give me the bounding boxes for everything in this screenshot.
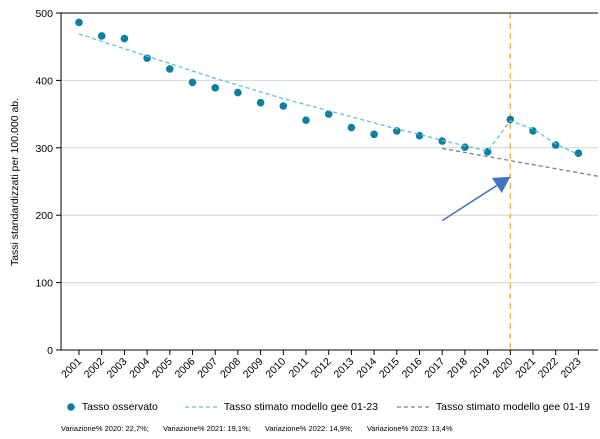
data-point-2010	[279, 102, 288, 110]
data-point-2007	[211, 84, 219, 92]
x-tick-label-2011: 2011	[287, 356, 312, 381]
series	[75, 18, 600, 178]
y-axis-ticks: 0 100 200 300 400 500	[35, 8, 61, 357]
footnote-2021: Variazione% 2021: 19,1%;	[162, 424, 251, 433]
legend-item-observed: Tasso osservato	[65, 398, 158, 416]
data-point-2002	[97, 32, 106, 40]
axes	[60, 12, 598, 351]
data-point-2014	[370, 130, 378, 139]
y-tick-label-300: 300	[35, 143, 53, 155]
arrow-shaft	[441, 184, 498, 222]
data-point-2013	[347, 123, 356, 132]
legend: Tasso osservato Tasso stimato modello ge…	[60, 398, 600, 416]
y-tick-label-100: 100	[35, 278, 53, 290]
data-point-2008	[234, 88, 242, 97]
data-point-2012	[324, 110, 333, 118]
data-point-2005	[166, 65, 174, 73]
legend-label-gee-01-23: Tasso stimato modello gee 01-23	[223, 401, 379, 414]
footnote-2020: Variazione% 2020: 22,7%;	[61, 424, 149, 433]
x-tick-label-2014: 2014	[354, 356, 379, 381]
data-point-2019	[483, 148, 492, 156]
x-tick-label-2003: 2003	[105, 356, 130, 381]
x-tick-label-2013: 2013	[332, 356, 357, 381]
y-axis-label: Tassi standardizzati per 100.000 ab.	[9, 98, 21, 266]
variation-footnote: Variazione% 2020: 22,7%; Variazione% 202…	[61, 424, 465, 433]
x-tick-label-2007: 2007	[195, 356, 220, 381]
x-tick-label-2016: 2016	[400, 356, 425, 381]
x-tick-label-2012: 2012	[309, 356, 334, 381]
x-tick-label-2018: 2018	[445, 356, 470, 381]
legend-item-gee-01-19: Tasso stimato modello gee 01-19	[397, 398, 590, 416]
series-line-2	[442, 147, 600, 178]
legend-line-gee-01-23	[185, 406, 219, 408]
x-tick-label-2004: 2004	[127, 356, 152, 381]
legend-marker-observed	[67, 403, 75, 412]
x-tick-label-2023: 2023	[559, 356, 584, 381]
data-point-2020	[506, 115, 515, 124]
y-tick-label-0: 0	[47, 345, 53, 357]
x-tick-label-2015: 2015	[377, 356, 402, 381]
x-tick-label-2017: 2017	[422, 356, 447, 381]
grid-lines	[61, 12, 598, 284]
data-point-2011	[302, 116, 310, 124]
legend-label-observed: Tasso osservato	[81, 401, 158, 414]
x-axis-ticks: 2001200220032004200520062007200820092010…	[59, 350, 584, 381]
data-point-2009	[256, 98, 265, 107]
x-tick-label-2022: 2022	[536, 356, 561, 381]
data-point-2021	[529, 127, 537, 135]
footnote-2023: Variazione% 2023: 13,4%	[366, 424, 453, 433]
arrow-head	[491, 176, 511, 194]
y-tick-label-500: 500	[35, 8, 53, 20]
x-tick-label-2006: 2006	[173, 356, 198, 381]
x-tick-label-2001: 2001	[59, 356, 84, 381]
x-tick-label-2005: 2005	[150, 356, 175, 381]
y-tick-label-400: 400	[35, 75, 53, 87]
series-line-1	[78, 33, 579, 156]
legend-item-gee-01-23: Tasso stimato modello gee 01-23	[185, 398, 378, 416]
x-tick-label-2002: 2002	[82, 356, 107, 381]
y-tick-label-200: 200	[35, 210, 53, 222]
data-point-2006	[188, 78, 197, 87]
x-tick-label-2008: 2008	[218, 356, 243, 381]
x-tick-label-2010: 2010	[263, 356, 288, 381]
footnote-2022: Variazione% 2022: 14,9%;	[264, 424, 353, 433]
data-point-2001	[75, 18, 83, 27]
x-tick-label-2020: 2020	[490, 356, 515, 381]
x-tick-label-2019: 2019	[468, 356, 493, 381]
data-point-2018	[461, 143, 469, 151]
data-point-2017	[438, 137, 447, 145]
annotation-arrow	[441, 176, 511, 222]
legend-label-gee-01-19: Tasso stimato modello gee 01-19	[435, 401, 591, 414]
data-point-2003	[120, 34, 129, 43]
x-tick-label-2009: 2009	[241, 356, 266, 381]
data-point-2023	[574, 149, 583, 157]
x-tick-label-2021: 2021	[513, 356, 538, 381]
legend-line-gee-01-19	[397, 406, 431, 408]
